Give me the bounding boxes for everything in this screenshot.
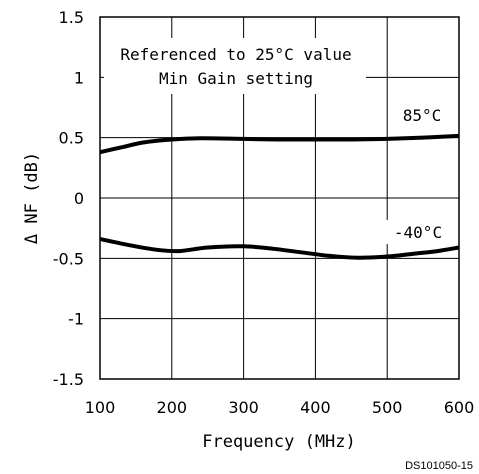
x-tick-label: 200: [157, 398, 188, 417]
plot-frame: [99, 16, 460, 380]
y-tick-label: 1: [74, 68, 84, 87]
series-line-minus40c: [99, 237, 460, 260]
annotation-gain-setting: Min Gain setting: [159, 69, 313, 88]
plot-border: [99, 16, 460, 380]
x-tick-label: 400: [300, 398, 331, 417]
y-axis-label: Δ NF (dB): [22, 152, 42, 244]
x-tick-label: 600: [444, 398, 475, 417]
y-tick-label: -0.5: [53, 249, 84, 268]
y-tick-label: -1.5: [53, 370, 84, 389]
x-tick-label: 100: [85, 398, 116, 417]
series-label-85c: 85°C: [403, 106, 442, 125]
figure-code: DS101050-15: [405, 460, 473, 472]
y-tick-label: 1.5: [59, 8, 84, 27]
annotation-box: [104, 38, 366, 94]
series-label-bg-85c: [389, 102, 455, 126]
x-tick-label: 500: [372, 398, 403, 417]
annotation-reference: Referenced to 25°C value: [120, 45, 351, 64]
x-axis-label: Frequency (MHz): [202, 432, 356, 452]
y-tick-label: 0.5: [59, 129, 84, 148]
series-line-85c: [99, 133, 460, 155]
series-label-minus40c: -40°C: [394, 223, 442, 242]
series-label-bg-minus40c: [380, 220, 456, 244]
y-tick-label: -1: [68, 310, 84, 329]
x-tick-label: 300: [228, 398, 259, 417]
y-tick-label: 0: [74, 189, 84, 208]
series-lines: [99, 133, 460, 260]
